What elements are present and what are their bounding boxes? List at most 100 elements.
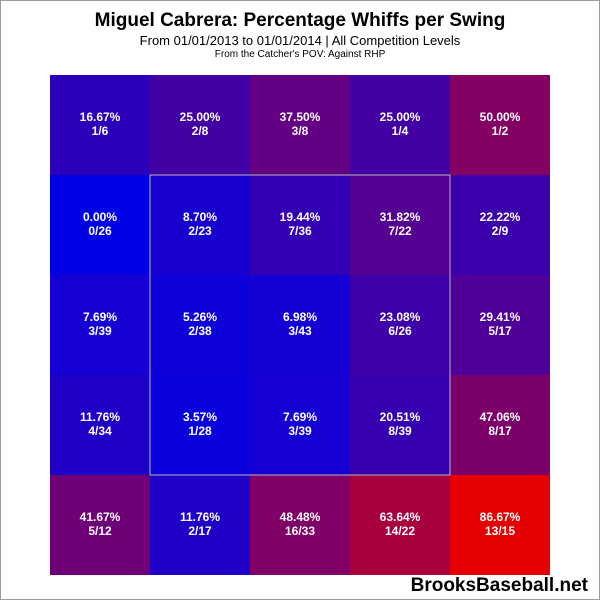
- zone-cell-fraction: 2/17: [188, 524, 212, 538]
- zone-cell-percent: 3.57%: [183, 410, 217, 424]
- zone-cell-percent: 22.22%: [480, 210, 521, 224]
- zone-cell-fraction: 16/33: [285, 524, 315, 538]
- zone-cell-percent: 20.51%: [380, 410, 421, 424]
- zone-cell-fraction: 1/28: [188, 424, 212, 438]
- zone-cell-fraction: 5/17: [488, 324, 512, 338]
- zone-cell-fraction: 3/39: [288, 424, 312, 438]
- zone-cell-r4-c3: 63.64%14/22: [350, 475, 450, 575]
- zone-cell-r0-c1: 25.00%2/8: [150, 75, 250, 175]
- zone-cell-fill: [450, 275, 550, 375]
- chart-subtitle: From 01/01/2013 to 01/01/2014 | All Comp…: [139, 33, 461, 48]
- zone-cell-fill: [150, 375, 250, 475]
- zone-cell-fill: [350, 375, 450, 475]
- zone-cell-fraction: 4/34: [88, 424, 112, 438]
- zone-cell-fraction: 8/17: [488, 424, 512, 438]
- zone-cell-r0-c4: 50.00%1/2: [450, 75, 550, 175]
- zone-cell-r0-c3: 25.00%1/4: [350, 75, 450, 175]
- zone-cell-r2-c4: 29.41%5/17: [450, 275, 550, 375]
- zone-cell-r2-c2: 6.98%3/43: [250, 275, 350, 375]
- zone-cell-percent: 16.67%: [80, 110, 121, 124]
- zone-cell-r1-c4: 22.22%2/9: [450, 175, 550, 275]
- zone-cell-fraction: 14/22: [385, 524, 415, 538]
- zone-cell-r2-c0: 7.69%3/39: [50, 275, 150, 375]
- zone-cell-fill: [150, 475, 250, 575]
- zone-cell-fraction: 1/4: [392, 124, 409, 138]
- chart-title: Miguel Cabrera: Percentage Whiffs per Sw…: [94, 10, 506, 31]
- zone-cell-r1-c0: 0.00%0/26: [50, 175, 150, 275]
- zone-cell-fraction: 2/38: [188, 324, 212, 338]
- zone-cell-r3-c2: 7.69%3/39: [250, 375, 350, 475]
- zone-cell-fill: [50, 475, 150, 575]
- zone-cell-fill: [50, 375, 150, 475]
- zone-cell-fill: [250, 175, 350, 275]
- zone-cell-r3-c1: 3.57%1/28: [150, 375, 250, 475]
- zone-cell-r4-c4: 86.67%13/15: [450, 475, 550, 575]
- zone-cell-r3-c3: 20.51%8/39: [350, 375, 450, 475]
- zone-cell-r4-c1: 11.76%2/17: [150, 475, 250, 575]
- zone-cell-percent: 0.00%: [83, 210, 117, 224]
- zone-cell-r4-c0: 41.67%5/12: [50, 475, 150, 575]
- chart-subtitle-pov: From the Catcher's POV: Against RHP: [214, 49, 386, 60]
- zone-cell-fraction: 5/12: [88, 524, 112, 538]
- zone-cell-fill: [450, 375, 550, 475]
- zone-cell-percent: 31.82%: [380, 210, 421, 224]
- zone-cell-r4-c2: 48.48%16/33: [250, 475, 350, 575]
- zone-cell-percent: 5.26%: [183, 310, 217, 324]
- zone-cell-fraction: 0/26: [88, 224, 112, 238]
- watermark: BrooksBaseball.net: [410, 575, 588, 596]
- zone-cell-fill: [150, 75, 250, 175]
- zone-cell-fraction: 1/6: [92, 124, 109, 138]
- strike-zone-outline: [149, 174, 451, 476]
- zone-cell-percent: 86.67%: [480, 510, 521, 524]
- zone-cell-percent: 50.00%: [480, 110, 521, 124]
- zone-cell-percent: 41.67%: [80, 510, 121, 524]
- zone-cell-r1-c1: 8.70%2/23: [150, 175, 250, 275]
- zone-cell-percent: 8.70%: [183, 210, 217, 224]
- zone-cell-r2-c3: 23.08%6/26: [350, 275, 450, 375]
- zone-cell-percent: 25.00%: [180, 110, 221, 124]
- zone-cell-percent: 7.69%: [83, 310, 117, 324]
- zone-cell-fraction: 3/8: [292, 124, 309, 138]
- zone-cell-r0-c0: 16.67%1/6: [50, 75, 150, 175]
- zone-cell-fill: [50, 75, 150, 175]
- zone-cell-percent: 19.44%: [280, 210, 321, 224]
- zone-cell-fraction: 2/9: [492, 224, 509, 238]
- zone-cell-fraction: 1/2: [492, 124, 509, 138]
- zone-cell-fraction: 7/36: [288, 224, 312, 238]
- zone-cell-percent: 11.76%: [80, 410, 120, 424]
- zone-cell-percent: 47.06%: [480, 410, 521, 424]
- zone-cell-percent: 6.98%: [283, 310, 317, 324]
- zone-cell-r0-c2: 37.50%3/8: [250, 75, 350, 175]
- zone-cell-fraction: 7/22: [388, 224, 412, 238]
- zone-cell-fill: [350, 175, 450, 275]
- zone-cell-fraction: 2/8: [192, 124, 209, 138]
- zone-cell-fill: [450, 475, 550, 575]
- zone-cell-r2-c1: 5.26%2/38: [150, 275, 250, 375]
- zone-cell-fraction: 8/39: [388, 424, 412, 438]
- zone-cell-fill: [250, 375, 350, 475]
- zone-cell-fill: [350, 75, 450, 175]
- zone-cell-fraction: 13/15: [485, 524, 515, 538]
- zone-cell-fill: [450, 175, 550, 275]
- zone-cell-fill: [250, 475, 350, 575]
- zone-cell-r3-c0: 11.76%4/34: [50, 375, 150, 475]
- zone-cell-percent: 23.08%: [380, 310, 421, 324]
- zone-cell-percent: 25.00%: [380, 110, 421, 124]
- zone-cell-fraction: 3/43: [288, 324, 312, 338]
- zone-cell-r3-c4: 47.06%8/17: [450, 375, 550, 475]
- zone-cell-fraction: 3/39: [88, 324, 112, 338]
- zone-cell-fill: [450, 75, 550, 175]
- zone-cell-percent: 63.64%: [380, 510, 421, 524]
- zone-cell-percent: 11.76%: [180, 510, 220, 524]
- zone-cell-percent: 48.48%: [280, 510, 321, 524]
- zone-cell-fill: [350, 275, 450, 375]
- zone-cell-fill: [50, 175, 150, 275]
- zone-cell-fill: [350, 475, 450, 575]
- zone-cell-fill: [150, 275, 250, 375]
- zone-cell-percent: 37.50%: [280, 110, 321, 124]
- zone-cell-fill: [50, 275, 150, 375]
- zone-cell-percent: 29.41%: [480, 310, 521, 324]
- zone-cell-fill: [250, 75, 350, 175]
- zone-cell-fill: [150, 175, 250, 275]
